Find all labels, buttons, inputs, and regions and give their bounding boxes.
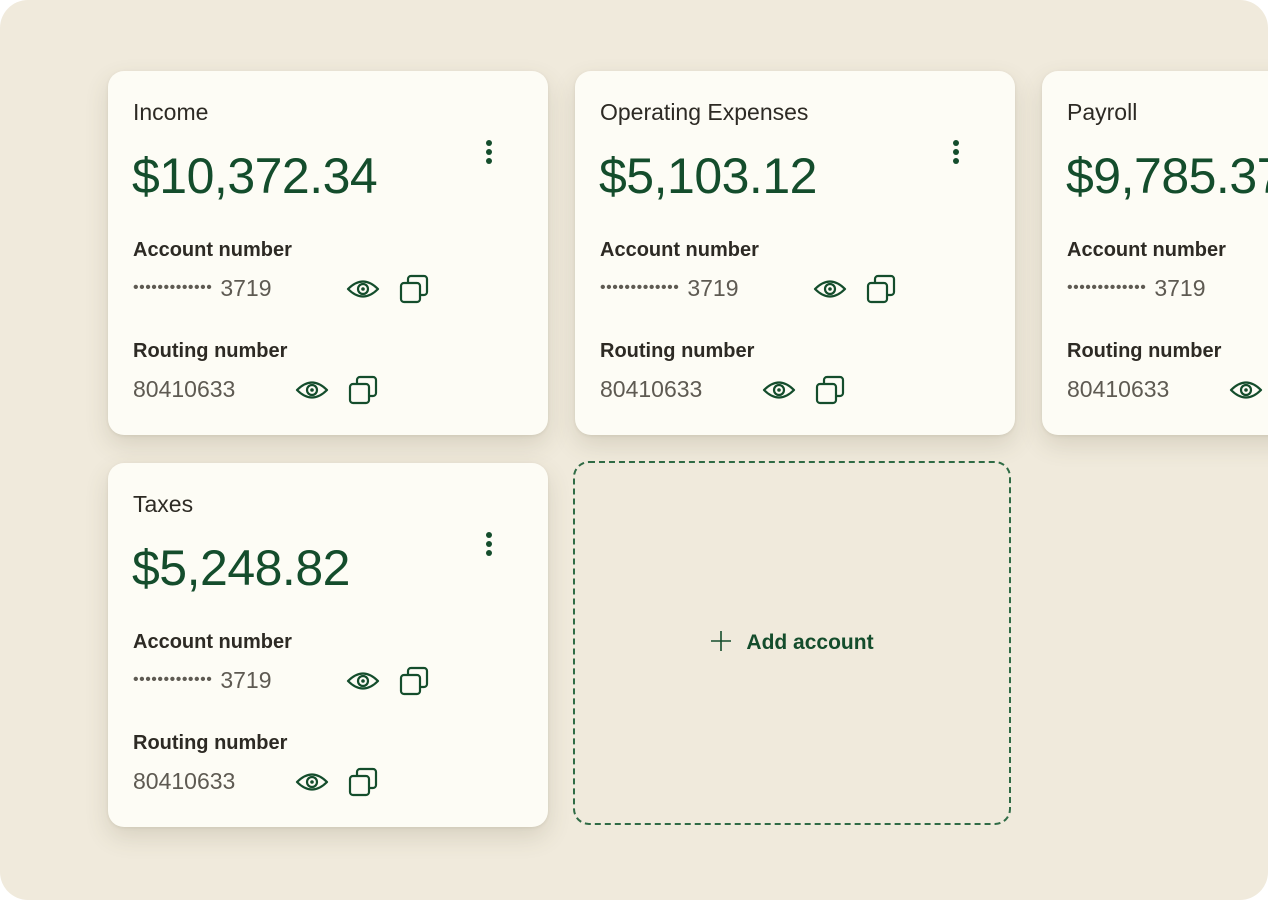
more-vertical-icon[interactable] <box>945 137 967 167</box>
routing-number-label: Routing number <box>133 340 288 362</box>
account-title: Taxes <box>133 491 194 517</box>
account-number-value: ••••••••••••• 3719 <box>133 275 272 302</box>
account-card-taxes: Taxes $5,248.82 Account number •••••••••… <box>108 463 548 827</box>
eye-icon[interactable] <box>812 271 848 307</box>
account-last4: 3719 <box>687 275 739 301</box>
account-number-value: ••••••••••••• 3719 <box>133 667 272 694</box>
account-number-value: ••••••••••••• 3719 <box>600 275 739 302</box>
copy-icon[interactable] <box>396 663 432 699</box>
copy-icon[interactable] <box>396 271 432 307</box>
more-vertical-icon[interactable] <box>478 137 500 167</box>
account-last4: 3719 <box>220 275 272 301</box>
eye-icon[interactable] <box>294 372 330 408</box>
account-last4: 3719 <box>220 667 272 693</box>
account-balance: $9,785.37 <box>1066 148 1268 204</box>
copy-icon[interactable] <box>345 764 381 800</box>
account-last4: 3719 <box>1154 275 1206 301</box>
masked-dots: ••••••••••••• <box>600 279 680 296</box>
masked-dots: ••••••••••••• <box>133 671 213 688</box>
add-account-content: Add account <box>710 630 874 657</box>
plus-icon <box>710 630 732 657</box>
account-balance: $5,103.12 <box>599 148 817 204</box>
account-title: Income <box>133 99 209 125</box>
account-balance: $5,248.82 <box>132 540 350 596</box>
eye-icon[interactable] <box>345 271 381 307</box>
account-number-label: Account number <box>600 239 759 261</box>
routing-number-label: Routing number <box>600 340 755 362</box>
eye-icon[interactable] <box>345 663 381 699</box>
routing-number-label: Routing number <box>1067 340 1222 362</box>
account-title: Payroll <box>1067 99 1138 125</box>
add-account-button[interactable]: Add account <box>573 461 1011 825</box>
eye-icon[interactable] <box>1228 372 1264 408</box>
add-account-label: Add account <box>746 631 874 654</box>
account-number-value: ••••••••••••• 3719 <box>1067 275 1206 302</box>
eye-icon[interactable] <box>761 372 797 408</box>
copy-icon[interactable] <box>345 372 381 408</box>
account-card-payroll: Payroll $9,785.37 Account number •••••••… <box>1042 71 1268 435</box>
masked-dots: ••••••••••••• <box>133 279 213 296</box>
routing-number-value: 80410633 <box>1067 376 1170 402</box>
copy-icon[interactable] <box>812 372 848 408</box>
account-number-label: Account number <box>133 239 292 261</box>
routing-number-value: 80410633 <box>600 376 703 402</box>
masked-dots: ••••••••••••• <box>1067 279 1147 296</box>
routing-number-value: 80410633 <box>133 768 236 794</box>
more-vertical-icon[interactable] <box>478 529 500 559</box>
copy-icon[interactable] <box>863 271 899 307</box>
account-title: Operating Expenses <box>600 99 809 125</box>
account-card-income: Income $10,372.34 Account number •••••••… <box>108 71 548 435</box>
routing-number-value: 80410633 <box>133 376 236 402</box>
account-number-label: Account number <box>1067 239 1226 261</box>
routing-number-label: Routing number <box>133 732 288 754</box>
account-card-operating-expenses: Operating Expenses $5,103.12 Account num… <box>575 71 1015 435</box>
account-number-label: Account number <box>133 631 292 653</box>
eye-icon[interactable] <box>294 764 330 800</box>
account-balance: $10,372.34 <box>132 148 378 204</box>
